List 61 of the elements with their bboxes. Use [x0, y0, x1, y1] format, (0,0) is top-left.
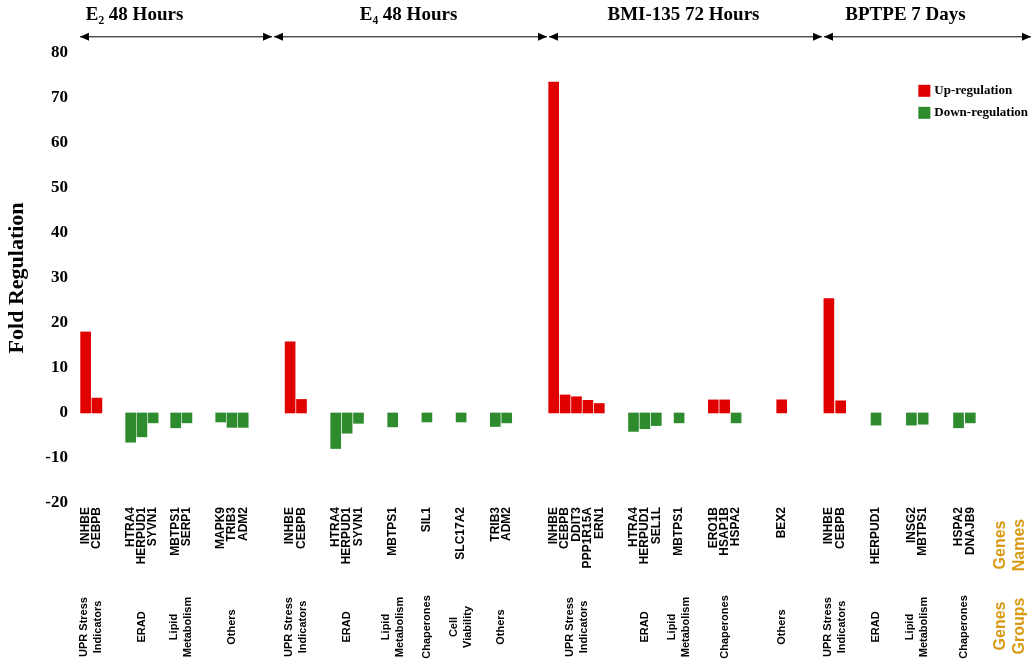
text: UPR Stress Indicators [820, 597, 847, 657]
x-tick-label: ADM2 [499, 506, 514, 542]
x-tick-label: CEBPB [89, 506, 104, 550]
text: Lipid Metabolism [378, 596, 405, 658]
legend-label: Up-regulation [934, 82, 1013, 98]
text: Chaperones [419, 595, 432, 659]
y-tick-label: -20 [45, 492, 68, 512]
x-tick-label: HERPUD1 [868, 506, 883, 565]
y-tick-label: 50 [51, 177, 68, 197]
y-tick-label: 80 [51, 42, 68, 62]
chart-title: BMI-135 72 Hours [607, 3, 760, 25]
text: UPR Stress Indicators [77, 597, 104, 657]
x-tick-label: MBTPS1 [167, 506, 182, 556]
x-tick-label: MBTPS1 [915, 506, 930, 556]
x-tick-label: INSG2 [903, 506, 918, 544]
x-tick-label: INHBE [77, 507, 92, 545]
text: ERAD [340, 611, 353, 643]
x-tick-label: HTRA4 [625, 506, 640, 548]
y-tick-label: 70 [51, 87, 68, 107]
legend-label: Down-regulation [934, 104, 1029, 120]
x-tick-label: SLC17A2 [453, 506, 468, 560]
x-tick-label: SIL1 [419, 506, 434, 533]
x-tick-label: TRIB3 [487, 506, 502, 542]
text: ERAD [869, 611, 882, 643]
text: ERAD [134, 611, 147, 643]
y-tick-label: 60 [51, 132, 68, 152]
bar [776, 399, 788, 414]
y-tick-label: 40 [51, 222, 68, 242]
text: Lipid Metabolism [167, 596, 194, 658]
x-tick-label: DNAJB9 [962, 506, 977, 556]
x-tick-label: MBTPS1 [385, 506, 400, 556]
y-tick-label: 30 [51, 267, 68, 287]
text: UPR Stress Indicators [281, 597, 308, 657]
x-tick-label: ERO1B [705, 506, 720, 549]
chart-title: BPTPE 7 Days [845, 3, 966, 25]
x-tick-label: HSPA2 [728, 506, 743, 547]
x-tick-label: HSPA2 [950, 506, 965, 547]
text: Genes Groups [990, 597, 1027, 655]
text: Genes Names [990, 518, 1027, 572]
text: UPR Stress Indicators [562, 597, 589, 657]
text: Lipid Metabolism [665, 596, 692, 658]
x-tick-label: MBTPS1 [671, 506, 686, 556]
text: Chaperones [717, 595, 730, 659]
x-tick-label: SYVN1 [145, 506, 160, 547]
y-tick-label: 0 [59, 402, 68, 422]
text: Others [224, 609, 237, 645]
y-axis-title: Fold Regulation [2, 202, 28, 354]
text: ERAD [637, 611, 650, 643]
text: Cell Viability [447, 605, 474, 648]
text: Others [494, 609, 507, 645]
y-tick-label: 20 [51, 312, 68, 332]
chart-title: E₂ 48 Hours [85, 3, 184, 25]
text: Lipid Metabolism [903, 596, 930, 658]
x-tick-label: BEX2 [774, 506, 789, 539]
x-tick-label: SERP1 [179, 506, 194, 547]
y-tick-label: 10 [51, 357, 68, 377]
y-tick-label: -10 [45, 447, 68, 467]
text: Chaperones [957, 595, 970, 659]
x-tick-label: HTRA4 [122, 506, 137, 548]
chart-title: E₄ 48 Hours [359, 3, 458, 25]
text: Others [774, 609, 787, 645]
